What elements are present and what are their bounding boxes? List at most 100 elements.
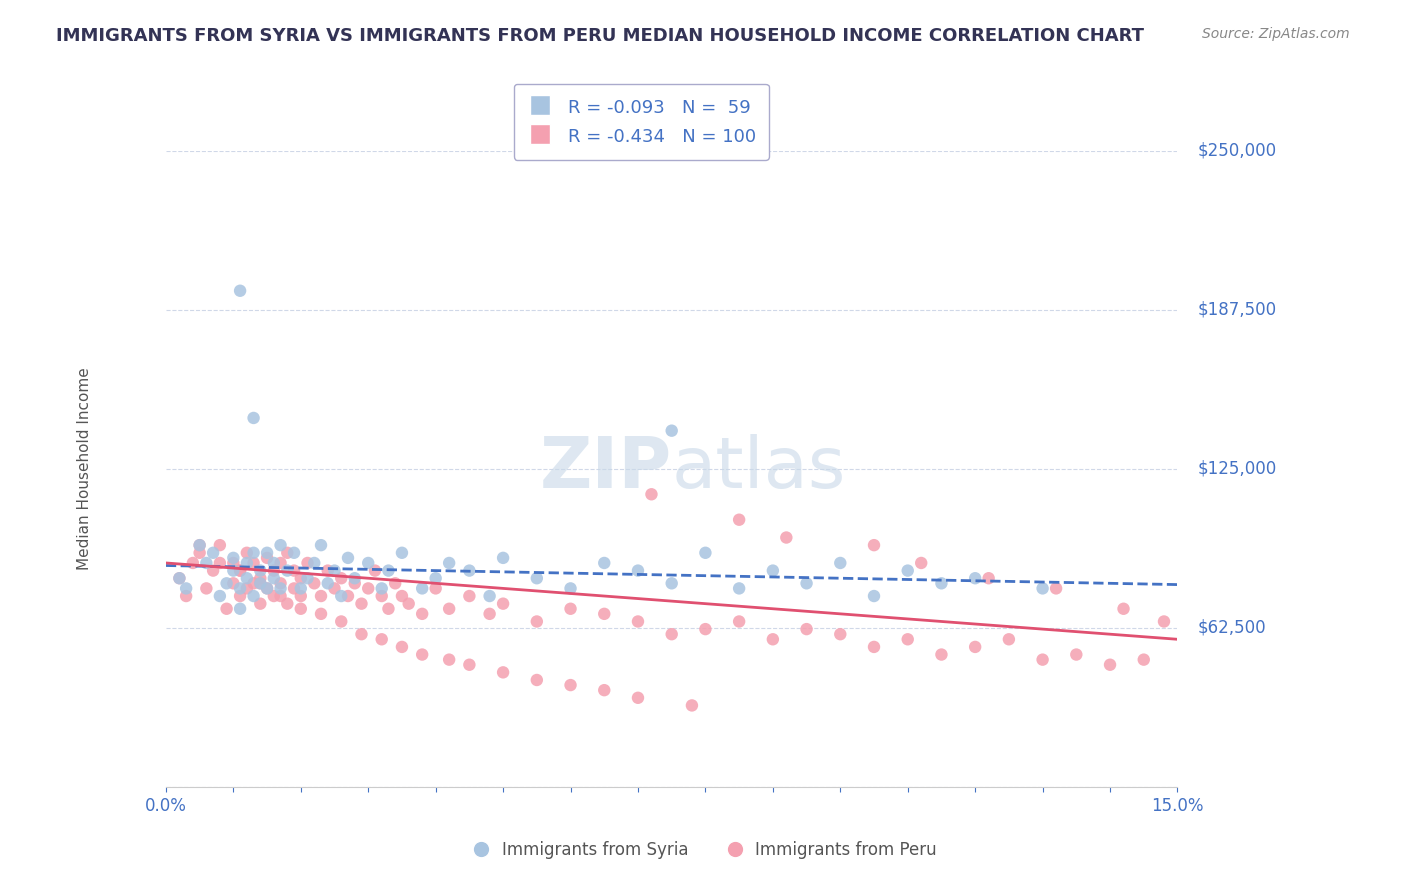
Point <box>316 564 339 578</box>
Point <box>370 582 392 596</box>
Point <box>215 576 238 591</box>
Point <box>526 571 548 585</box>
Point <box>863 640 886 654</box>
Point <box>270 576 292 591</box>
Point <box>181 556 204 570</box>
Point <box>276 597 298 611</box>
Point <box>357 556 380 570</box>
Point <box>977 571 1000 585</box>
Point <box>762 632 785 647</box>
Point <box>627 615 650 629</box>
Point <box>229 601 252 615</box>
Point <box>391 640 413 654</box>
Point <box>411 582 433 596</box>
Point <box>256 582 278 596</box>
Point <box>337 550 360 565</box>
Legend: Immigrants from Syria, Immigrants from Peru: Immigrants from Syria, Immigrants from P… <box>463 835 943 866</box>
Point <box>297 571 319 585</box>
Point <box>391 546 413 560</box>
Point <box>377 564 399 578</box>
Text: IMMIGRANTS FROM SYRIA VS IMMIGRANTS FROM PERU MEDIAN HOUSEHOLD INCOME CORRELATIO: IMMIGRANTS FROM SYRIA VS IMMIGRANTS FROM… <box>56 27 1144 45</box>
Point <box>897 564 920 578</box>
Point <box>681 698 703 713</box>
Point <box>478 607 501 621</box>
Text: $187,500: $187,500 <box>1198 301 1277 318</box>
Point <box>263 564 285 578</box>
Point <box>208 589 231 603</box>
Point <box>256 550 278 565</box>
Point <box>384 576 406 591</box>
Point <box>370 589 392 603</box>
Point <box>236 556 259 570</box>
Point <box>249 571 271 585</box>
Point <box>370 632 392 647</box>
Point <box>965 640 987 654</box>
Point <box>242 411 264 425</box>
Point <box>188 546 211 560</box>
Point <box>661 424 683 438</box>
Point <box>411 648 433 662</box>
Point <box>398 597 420 611</box>
Point <box>695 546 717 560</box>
Point <box>174 582 197 596</box>
Point <box>208 556 231 570</box>
Point <box>270 538 292 552</box>
Point <box>492 550 515 565</box>
Point <box>229 284 252 298</box>
Point <box>931 576 953 591</box>
Point <box>256 582 278 596</box>
Point <box>593 683 616 698</box>
Point <box>242 556 264 570</box>
Point <box>830 627 852 641</box>
Point <box>229 564 252 578</box>
Point <box>316 576 339 591</box>
Point <box>377 601 399 615</box>
Point <box>229 582 252 596</box>
Point <box>661 576 683 591</box>
Point <box>458 589 481 603</box>
Point <box>208 538 231 552</box>
Point <box>283 546 305 560</box>
Point <box>283 582 305 596</box>
Point <box>661 627 683 641</box>
Point <box>242 546 264 560</box>
Point <box>276 546 298 560</box>
Point <box>965 571 987 585</box>
Point <box>249 576 271 591</box>
Point <box>1045 582 1067 596</box>
Point <box>263 556 285 570</box>
Point <box>202 546 225 560</box>
Point <box>796 576 818 591</box>
Point <box>640 487 662 501</box>
Point <box>458 564 481 578</box>
Point <box>330 589 353 603</box>
Point <box>236 582 259 596</box>
Point <box>343 571 366 585</box>
Point <box>425 571 447 585</box>
Point <box>593 556 616 570</box>
Point <box>169 571 191 585</box>
Point <box>863 538 886 552</box>
Point <box>1132 653 1154 667</box>
Point <box>323 582 346 596</box>
Point <box>364 564 387 578</box>
Point <box>290 589 312 603</box>
Point <box>304 576 326 591</box>
Point <box>229 589 252 603</box>
Point <box>560 678 582 692</box>
Point <box>256 546 278 560</box>
Point <box>188 538 211 552</box>
Point <box>309 589 332 603</box>
Point <box>249 564 271 578</box>
Point <box>337 589 360 603</box>
Point <box>222 564 245 578</box>
Point <box>215 601 238 615</box>
Point <box>242 576 264 591</box>
Point <box>1032 653 1054 667</box>
Point <box>242 589 264 603</box>
Point <box>283 564 305 578</box>
Point <box>1099 657 1122 672</box>
Text: ZIP: ZIP <box>540 434 672 503</box>
Point <box>343 576 366 591</box>
Point <box>910 556 932 570</box>
